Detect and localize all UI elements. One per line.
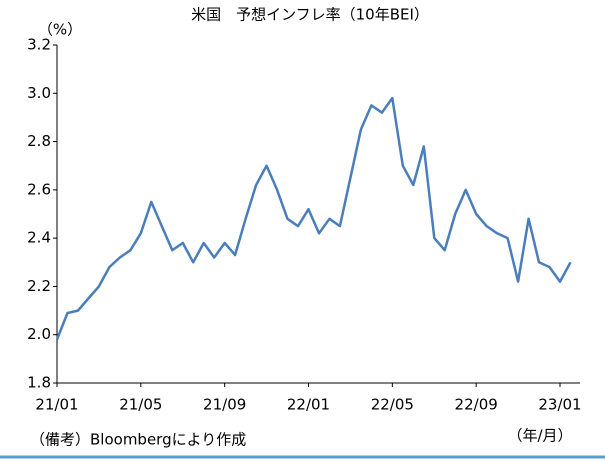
chart-title: 米国 予想インフレ率（10年BEI） [191,6,429,24]
x-tick-label: 22/01 [287,396,330,414]
y-tick-label: 2.8 [27,132,51,150]
x-tick-label: 21/09 [203,396,246,414]
x-axis-label: （年/月） [507,427,572,445]
y-tick-label: 2.0 [27,325,51,343]
x-tick-label: 23/01 [538,396,581,414]
x-tick-label: 22/05 [371,396,414,414]
y-axis-label: （%） [38,21,82,39]
x-tick-label: 22/09 [455,396,498,414]
y-tick-label: 2.2 [27,277,51,295]
y-tick-label: 1.8 [27,374,51,392]
y-tick-label: 2.6 [27,180,51,198]
x-tick-label: 21/01 [35,396,78,414]
y-tick-label: 3.0 [27,84,51,102]
y-tick-label: 3.2 [27,36,51,54]
y-tick-label: 2.4 [27,229,51,247]
note: （備考）Bloombergにより作成 [30,431,246,449]
x-tick-label: 21/05 [119,396,162,414]
line [55,96,572,340]
